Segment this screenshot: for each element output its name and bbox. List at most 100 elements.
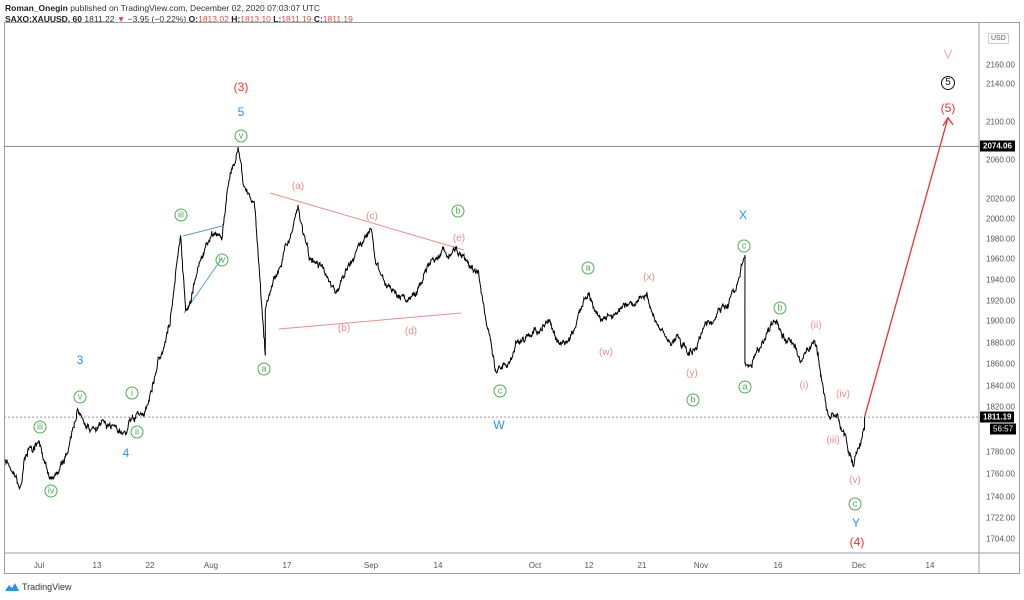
time-tick: 22 <box>145 561 155 570</box>
time-tick: Oct <box>528 561 542 570</box>
wave-label[interactable]: iii <box>174 208 188 222</box>
time-tick: Nov <box>693 561 709 570</box>
brand-name: TradingView <box>22 582 72 592</box>
price-tick: 2020.00 <box>986 194 1015 204</box>
wave-label[interactable]: (3) <box>233 80 249 94</box>
time-tick: Aug <box>203 561 219 570</box>
close-value: 1811.19 <box>322 14 353 24</box>
wave-label[interactable]: a <box>257 362 271 376</box>
wave-label[interactable]: W <box>493 418 505 432</box>
wave-label[interactable]: ii <box>130 425 144 439</box>
symbol: SAXO:XAUUSD, 60 <box>5 14 82 24</box>
price-tick: 1920.00 <box>986 296 1015 306</box>
wave-label[interactable]: (c) <box>366 211 378 222</box>
time-tick: 13 <box>92 561 102 570</box>
time-tick: Jul <box>33 561 45 570</box>
last-price: 1811.22 <box>84 14 115 24</box>
wave-label[interactable]: iv <box>44 484 58 498</box>
chart-frame[interactable] <box>4 22 1020 574</box>
price-tick: 1880.00 <box>986 338 1015 348</box>
high-value: 1813.10 <box>240 14 271 24</box>
wave-label[interactable]: b <box>451 204 465 218</box>
wave-label[interactable]: (a) <box>291 181 305 192</box>
wave-label[interactable]: b <box>686 393 700 407</box>
wave-label[interactable]: X <box>738 208 748 222</box>
price-tick: 1860.00 <box>986 359 1015 369</box>
publish-text: published on TradingView.com, December 0… <box>70 3 320 13</box>
wave-label[interactable]: v <box>234 129 248 143</box>
wave-label[interactable]: (5) <box>940 101 956 115</box>
time-tick: 12 <box>584 561 594 570</box>
down-arrow-icon: ▼ <box>116 14 126 24</box>
currency-badge[interactable]: USD <box>988 33 1009 44</box>
arrowhead-icon <box>942 116 954 127</box>
wave-label[interactable]: Y <box>851 516 861 530</box>
tradingview-logo[interactable]: TradingView <box>5 582 72 592</box>
time-tick: Dec <box>851 561 867 570</box>
price-tick: 2160.00 <box>986 60 1015 70</box>
wave-label[interactable]: (iv) <box>836 389 850 400</box>
wave-label[interactable]: (v) <box>849 475 861 486</box>
time-tick: 21 <box>637 561 647 570</box>
projection-arrow[interactable] <box>863 117 949 418</box>
price-tick: 1760.00 <box>986 469 1015 479</box>
wave-label[interactable]: (b) <box>337 323 351 334</box>
level-price-tag: 2074.06 <box>980 140 1015 152</box>
wave-label[interactable]: 5 <box>237 105 245 119</box>
wave-label[interactable]: (i) <box>799 380 809 391</box>
time-tick: 16 <box>773 561 783 570</box>
wave-label[interactable]: (iii) <box>826 435 840 446</box>
triangle-lower-line[interactable] <box>183 257 223 314</box>
tradingview-logo-icon <box>5 583 19 591</box>
price-change: −3.95 (−0.22%) <box>127 14 187 24</box>
pennant-lower-line[interactable] <box>278 312 462 330</box>
wave-label[interactable]: iv <box>215 253 229 267</box>
pennant-upper-line[interactable] <box>269 192 465 251</box>
wave-label[interactable]: (ii) <box>810 320 822 331</box>
price-series <box>4 147 866 491</box>
price-tick: 1722.00 <box>986 513 1015 523</box>
price-tick: 2000.00 <box>986 214 1015 224</box>
wave-label[interactable]: i <box>125 386 139 400</box>
wave-label[interactable]: b <box>773 301 787 315</box>
author[interactable]: Roman_Onegin <box>5 3 68 13</box>
wave-label[interactable]: (y) <box>686 368 698 379</box>
price-tick: 1940.00 <box>986 275 1015 285</box>
bar-countdown: 56:57 <box>990 423 1017 435</box>
time-tick: 17 <box>282 561 292 570</box>
wave-label[interactable]: c <box>493 384 507 398</box>
triangle-upper-line[interactable] <box>182 225 223 237</box>
price-tick: 1704.00 <box>986 534 1015 544</box>
time-tick: 14 <box>433 561 443 570</box>
wave-label[interactable]: iii <box>33 420 47 434</box>
publish-info: Roman_Onegin published on TradingView.co… <box>5 3 320 13</box>
open-value: 1813.02 <box>198 14 229 24</box>
wave-label[interactable]: (4) <box>849 535 865 549</box>
price-tick: 2100.00 <box>986 117 1015 126</box>
wave-label[interactable]: (d) <box>404 326 418 337</box>
wave-label[interactable]: 4 <box>122 446 130 460</box>
wave-label[interactable]: 3 <box>76 353 84 367</box>
open-label: O: <box>188 14 199 24</box>
close-label: C: <box>313 14 323 24</box>
wave-label[interactable]: a <box>581 261 595 275</box>
low-value: 1811.19 <box>281 14 312 24</box>
price-tick: 1780.00 <box>986 447 1015 457</box>
wave-label[interactable]: v <box>73 390 87 404</box>
price-tick: 1820.00 <box>986 402 1015 412</box>
time-tick: Sep <box>363 561 379 570</box>
wave-label[interactable]: V <box>943 46 953 62</box>
time-tick: 14 <box>925 561 935 570</box>
wave-label[interactable]: 5 <box>941 76 955 90</box>
wave-label[interactable]: (w) <box>599 347 613 358</box>
wave-label[interactable]: c <box>737 239 751 253</box>
price-tick: 2140.00 <box>986 79 1015 89</box>
wave-label[interactable]: a <box>738 380 752 394</box>
wave-label[interactable]: c <box>848 497 862 511</box>
price-tick: 2060.00 <box>986 155 1015 165</box>
wave-label[interactable]: (x) <box>643 272 655 283</box>
price-tick: 1960.00 <box>986 254 1015 264</box>
wave-label[interactable]: (e) <box>452 233 466 244</box>
low-label: L: <box>273 14 282 24</box>
